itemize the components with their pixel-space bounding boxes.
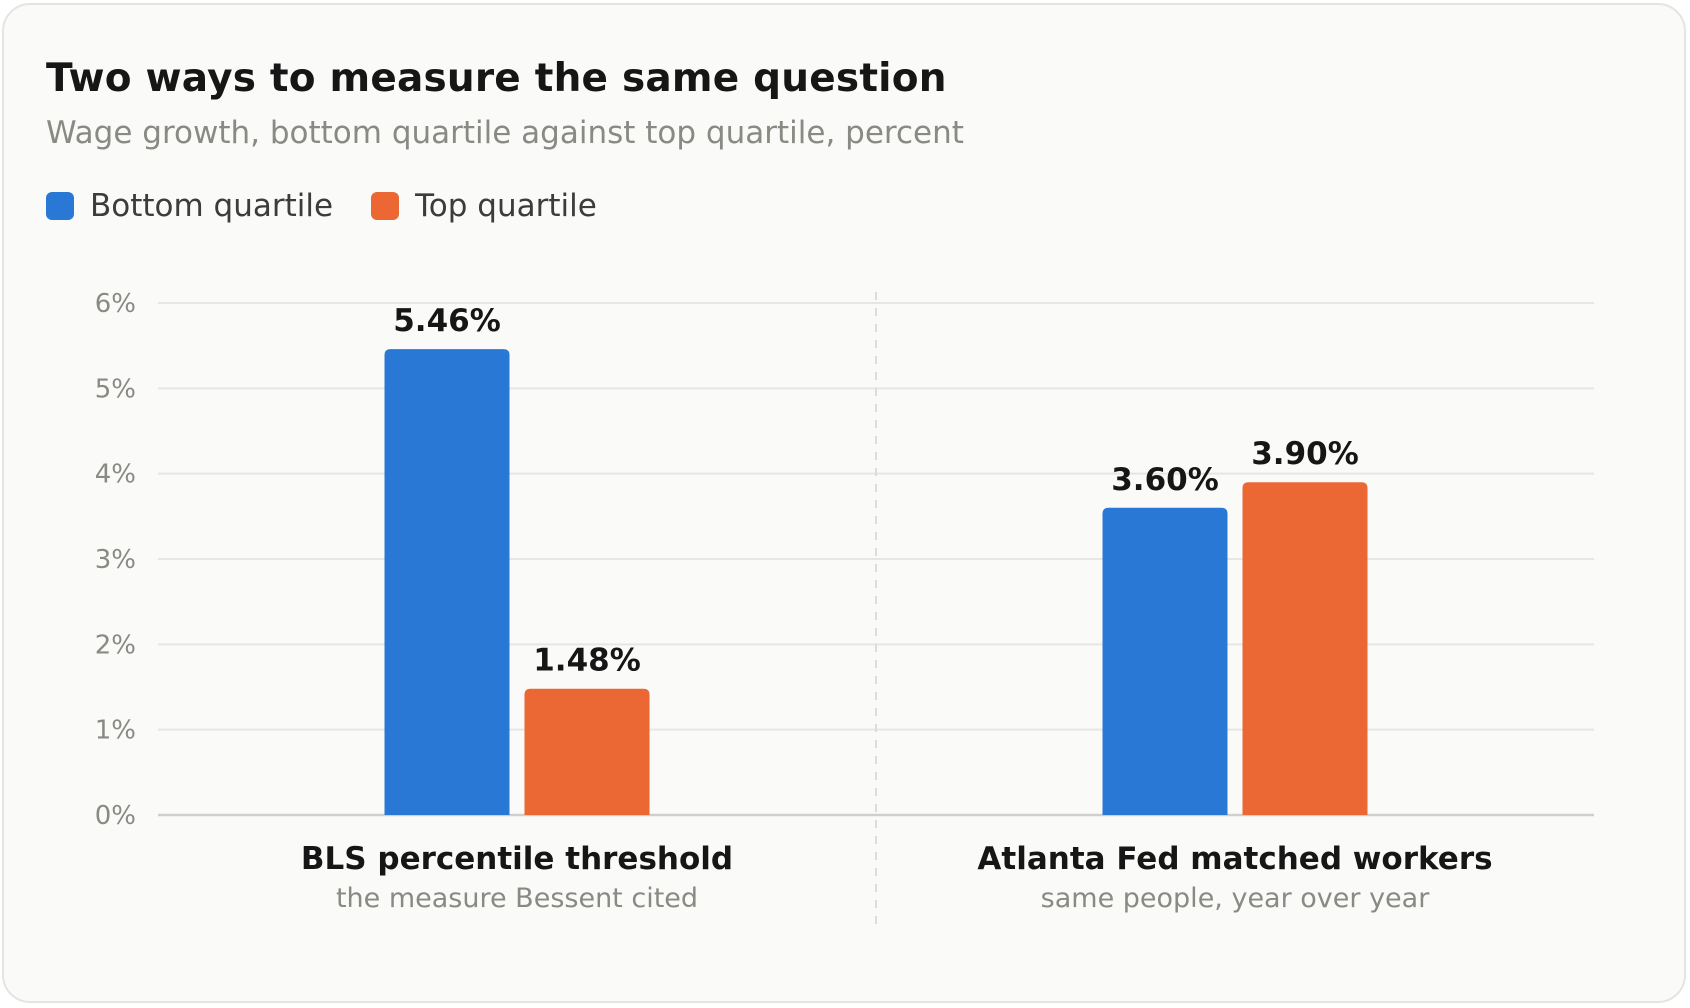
y-tick-label: 6% <box>95 289 136 319</box>
y-tick-label: 3% <box>95 545 136 575</box>
data-label-top-quartile-atlanta-fed-matched-workers: 3.90% <box>1251 436 1359 472</box>
legend-item-top-quartile: Top quartile <box>371 188 597 224</box>
y-tick-label: 0% <box>95 801 136 831</box>
chart-legend: Bottom quartile Top quartile <box>46 188 635 224</box>
y-tick-label: 5% <box>95 374 136 404</box>
data-label-bottom-quartile-atlanta-fed-matched-workers: 3.60% <box>1111 462 1219 498</box>
bar-top-quartile-atlanta-fed-matched-workers <box>1242 482 1368 815</box>
x-category-label: BLS percentile threshold <box>301 841 733 877</box>
chart-title: Two ways to measure the same question <box>46 56 947 101</box>
x-category-label: Atlanta Fed matched workers <box>977 841 1492 877</box>
label-layer: 0% 1% 2% 3% 4% 5% 6% 5.46% 1.48% BLS percentile t… <box>95 289 1493 914</box>
data-label-top-quartile-bls-percentile-threshold: 1.48% <box>533 643 641 679</box>
y-tick-label: 2% <box>95 630 136 660</box>
legend-item-bottom-quartile: Bottom quartile <box>46 188 333 224</box>
y-tick-label: 1% <box>95 716 136 746</box>
bar-layer <box>384 349 1368 815</box>
bar-bottom-quartile-atlanta-fed-matched-workers <box>1102 507 1228 815</box>
grid-layer <box>158 292 1594 928</box>
legend-swatch-bottom-quartile <box>46 192 74 220</box>
data-label-bottom-quartile-bls-percentile-threshold: 5.46% <box>393 303 501 339</box>
y-tick-label: 4% <box>95 460 136 490</box>
legend-label-bottom-quartile: Bottom quartile <box>90 188 334 224</box>
chart-subtitle: Wage growth, bottom quartile against top… <box>46 115 964 151</box>
legend-label-top-quartile: Top quartile <box>415 188 597 224</box>
x-category-note: same people, year over year <box>1041 883 1431 914</box>
bar-top-quartile-bls-percentile-threshold <box>524 688 650 815</box>
legend-swatch-top-quartile <box>371 192 400 220</box>
x-category-note: the measure Bessent cited <box>336 883 698 914</box>
bar-bottom-quartile-bls-percentile-threshold <box>384 349 510 815</box>
chart-card <box>2 3 1686 1003</box>
